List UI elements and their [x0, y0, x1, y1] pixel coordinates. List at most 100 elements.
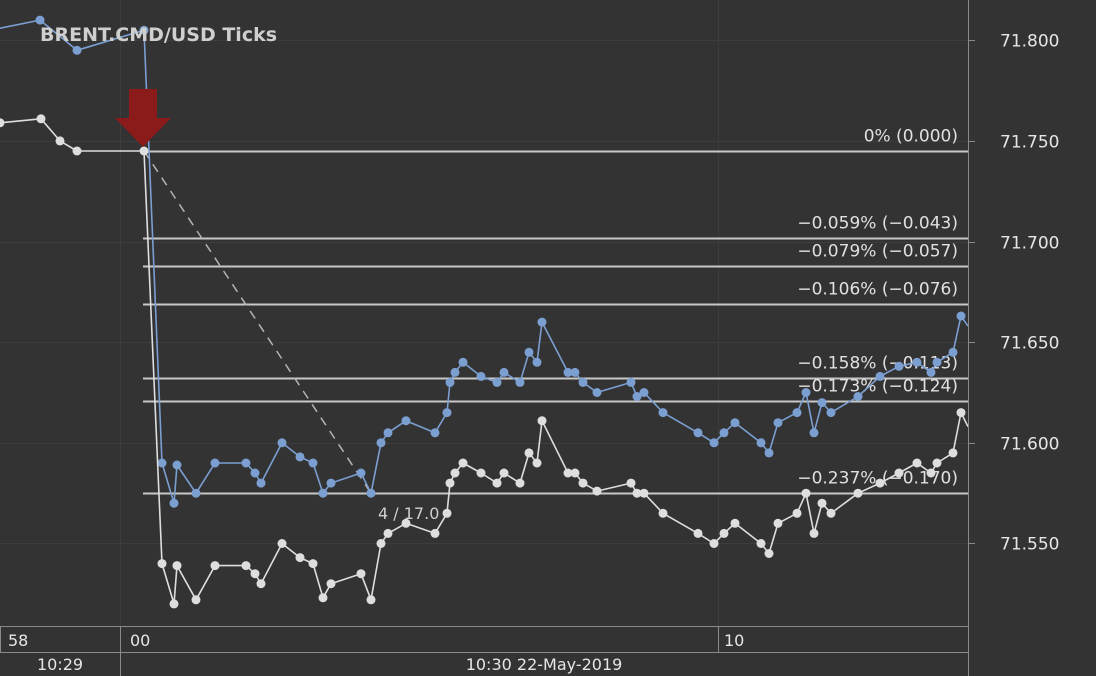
series-point [326, 478, 336, 488]
series-point [476, 468, 486, 478]
series-point [256, 579, 266, 589]
series-point [430, 528, 440, 538]
series-point [191, 488, 201, 498]
series-point [570, 367, 580, 377]
series-point [72, 45, 82, 55]
fib-level-label: 0% (0.000) [864, 127, 958, 147]
series-point [948, 448, 958, 458]
series-line-bid [0, 118, 969, 605]
chart-title: BRENT.CMD/USD Ticks [40, 24, 277, 46]
series-point [875, 371, 885, 381]
series-point [458, 458, 468, 468]
series-point [578, 377, 588, 387]
series-point [719, 528, 729, 538]
price-axis[interactable]: 71.800 71.750 71.700 71.650 71.600 71.550 [968, 0, 1096, 676]
series-point [499, 367, 509, 377]
series-point [626, 377, 636, 387]
time-axis[interactable]: 58 00 10 10:29 10:30 22-May-2019 [0, 626, 968, 676]
time-session-label: 10:29 [37, 655, 83, 674]
series-point [241, 561, 251, 571]
series-point [256, 478, 266, 488]
series-point [295, 553, 305, 563]
series-point [826, 508, 836, 518]
series-point [492, 377, 502, 387]
series-point [809, 428, 819, 438]
series-point [445, 377, 455, 387]
series-point [376, 539, 386, 548]
series-point [926, 468, 936, 478]
series-point [709, 539, 719, 548]
series-point [277, 438, 287, 448]
series-line-ask [39, 19, 969, 505]
series-point [932, 458, 942, 468]
series-point [366, 595, 376, 605]
gridlines [0, 0, 968, 626]
time-axis-background [0, 626, 968, 676]
series-point [801, 488, 811, 498]
series-point [515, 478, 525, 488]
series-point [450, 468, 460, 478]
fib-level-label: −0.173% (−0.124) [797, 377, 958, 397]
series-point [450, 367, 460, 377]
series-point [169, 599, 179, 609]
measurement-label: 4 / 17.0 [378, 504, 439, 523]
series-point [172, 460, 182, 470]
series-point [912, 458, 922, 468]
fibonacci-retracement[interactable]: 0% (0.000) −0.059% (−0.043) −0.079% (−0.05… [143, 127, 968, 495]
series-point [157, 559, 167, 569]
series-point [55, 136, 65, 146]
series-point [524, 448, 534, 458]
series-point [792, 508, 802, 518]
series-point [191, 595, 201, 605]
series-point [632, 392, 642, 401]
series-point [401, 416, 411, 426]
series-point [563, 367, 573, 377]
time-tick-label: 58 [8, 631, 28, 650]
series-point [250, 468, 260, 478]
series-point [492, 478, 502, 488]
series-point [853, 488, 863, 498]
series-point [809, 528, 819, 538]
time-session-label: 10:30 22-May-2019 [466, 655, 623, 674]
price-tick-label: 71.800 [1000, 32, 1059, 52]
series-point [693, 528, 703, 538]
series-point [72, 146, 82, 156]
series-point [639, 488, 649, 498]
series-point [172, 561, 182, 571]
series-point [894, 361, 904, 371]
series-point [376, 438, 386, 448]
series-point [499, 468, 509, 478]
fib-level-label: −0.237% (−0.170) [797, 469, 958, 489]
price-tick-label: 71.700 [1000, 234, 1059, 254]
series-point [730, 418, 740, 428]
series-point [801, 388, 811, 397]
series-point [792, 408, 802, 418]
series-point [532, 357, 542, 367]
series-point [318, 593, 328, 603]
series-point [326, 579, 336, 589]
fib-level-label: −0.079% (−0.057) [797, 242, 958, 262]
series-point [592, 486, 602, 496]
fib-level-label: −0.106% (−0.076) [797, 280, 958, 300]
time-tick-label: 10 [724, 631, 744, 650]
price-tick-label: 71.600 [1000, 435, 1059, 455]
price-series [0, 15, 969, 609]
series-point [308, 458, 318, 468]
plot-background [0, 0, 968, 626]
series-point [157, 458, 167, 468]
series-point [139, 146, 149, 156]
series-point [515, 377, 525, 387]
series-point [241, 458, 251, 468]
series-point [0, 118, 5, 128]
series-point [442, 408, 452, 418]
series-point [401, 518, 411, 528]
series-point [295, 452, 305, 462]
trade-arrow-icon[interactable] [115, 88, 171, 147]
series-point [524, 347, 534, 357]
series-point [445, 478, 455, 488]
series-point [250, 569, 260, 579]
series-point [356, 569, 366, 579]
series-point [210, 561, 220, 571]
series-point [383, 528, 393, 538]
